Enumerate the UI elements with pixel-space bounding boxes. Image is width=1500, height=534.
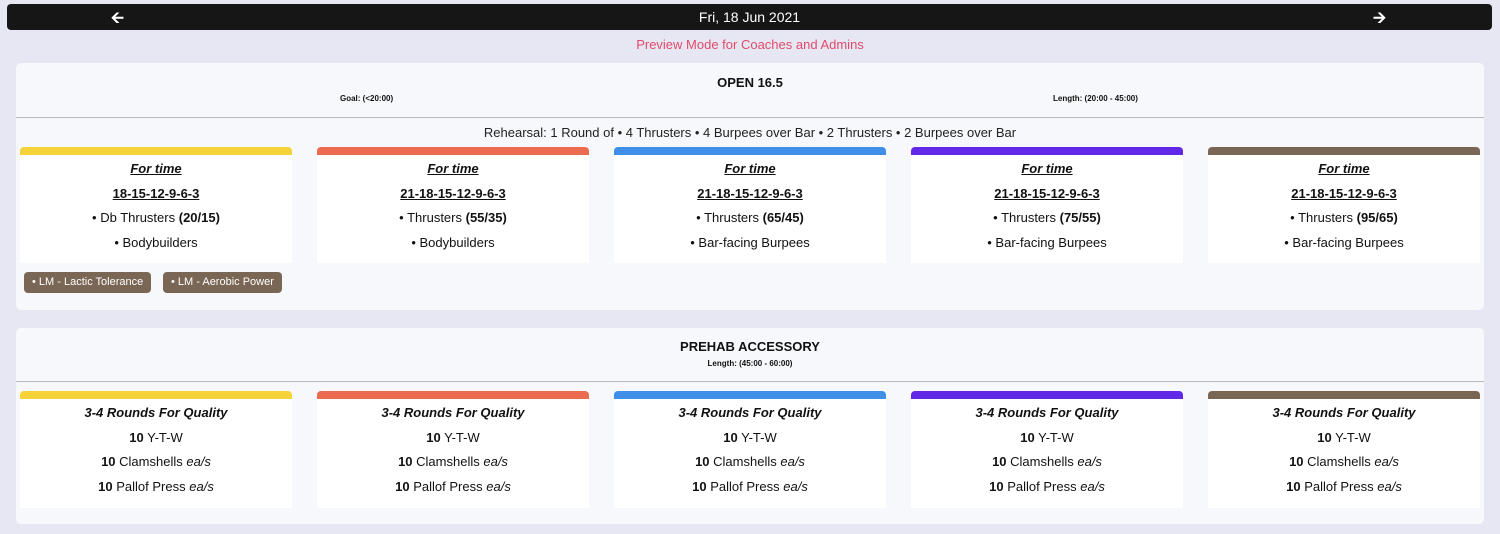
level-color-bar [614,147,886,155]
level-card-yellow: 3-4 Rounds For Quality 10 Y-T-W 10 Clams… [20,391,292,508]
level-color-bar [317,391,589,399]
workout-format: 3-4 Rounds For Quality [381,405,525,420]
workout-format: 3-4 Rounds For Quality [1272,405,1416,420]
rehearsal-text: Rehearsal: 1 Round of • 4 Thrusters • 4 … [483,125,1017,140]
arrow-left-icon[interactable]: 🡨 [111,10,124,27]
arrow-right-icon[interactable]: 🡪 [1373,10,1386,27]
date-navigation-bar: 🡨 Fri, 18 Jun 2021 🡪 [7,4,1492,30]
exercise-row: 10 Clamshells ea/s [101,454,211,469]
level-card-purple: 3-4 Rounds For Quality 10 Y-T-W 10 Clams… [911,391,1183,508]
workout-format: 3-4 Rounds For Quality [975,405,1119,420]
workout-format: 3-4 Rounds For Quality [84,405,228,420]
open-workout-section: OPEN 16.5 Goal: (<20:00) Length: (20:00 … [16,63,1484,310]
movement: • Bar-facing Burpees [987,234,1107,250]
workout-format: For time [724,161,776,176]
rep-scheme: 18-15-12-9-6-3 [112,185,200,201]
tag-lactic-tolerance[interactable]: • LM - Lactic Tolerance [24,272,152,293]
exercise-row: 10 Clamshells ea/s [1289,454,1399,469]
level-color-bar [1208,147,1480,155]
exercise-row: 10 Pallof Press ea/s [1286,478,1402,494]
workout-format: For time [1318,161,1370,176]
length-label: Length: (20:00 - 45:00) [1053,94,1138,103]
exercise-row: 10 Pallof Press ea/s [395,478,511,494]
movement: • Bodybuilders [411,234,495,250]
workout-format: For time [427,161,479,176]
level-card-purple: For time 21-18-15-12-9-6-3 • Thrusters (… [911,147,1183,263]
movement: • Thrusters (75/55) [993,210,1101,225]
level-card-blue: 3-4 Rounds For Quality 10 Y-T-W 10 Clams… [614,391,886,508]
workout-format: For time [130,161,182,176]
movement: • Thrusters (65/45) [696,210,804,225]
prehab-accessory-section: PREHAB ACCESSORY Length: (45:00 - 60:00)… [16,328,1484,524]
exercise-row: 10 Y-T-W [129,429,183,445]
exercise-row: 10 Pallof Press ea/s [692,478,808,494]
goal-label: Goal: (<20:00) [340,94,394,103]
level-card-red: For time 21-18-15-12-9-6-3 • Thrusters (… [317,147,589,263]
exercise-row: 10 Y-T-W [1317,429,1371,445]
level-color-bar [317,147,589,155]
level-card-blue: For time 21-18-15-12-9-6-3 • Thrusters (… [614,147,886,263]
rep-scheme: 21-18-15-12-9-6-3 [697,185,803,201]
workout-format: For time [1021,161,1073,176]
workout-format: 3-4 Rounds For Quality [678,405,822,420]
level-color-bar [614,391,886,399]
level-color-bar [20,391,292,399]
exercise-row: 10 Y-T-W [1020,429,1074,445]
movement: • Bodybuilders [114,234,198,250]
level-card-brown: 3-4 Rounds For Quality 10 Y-T-W 10 Clams… [1208,391,1480,508]
level-color-bar [911,147,1183,155]
length-label: Length: (45:00 - 60:00) [707,359,793,368]
movement: • Thrusters (95/65) [1290,210,1398,225]
level-color-bar [1208,391,1480,399]
section-title: OPEN 16.5 [717,75,783,90]
section-title: PREHAB ACCESSORY [680,339,820,354]
level-card-red: 3-4 Rounds For Quality 10 Y-T-W 10 Clams… [317,391,589,508]
exercise-row: 10 Y-T-W [426,429,480,445]
level-card-brown: For time 21-18-15-12-9-6-3 • Thrusters (… [1208,147,1480,263]
rep-scheme: 21-18-15-12-9-6-3 [994,185,1100,201]
exercise-row: 10 Clamshells ea/s [398,454,508,469]
divider [16,381,1484,382]
rep-scheme: 21-18-15-12-9-6-3 [1291,185,1397,201]
exercise-row: 10 Pallof Press ea/s [98,478,214,494]
preview-mode-notice: Preview Mode for Coaches and Admins [636,37,864,52]
current-date: Fri, 18 Jun 2021 [698,9,801,25]
exercise-row: 10 Pallof Press ea/s [989,478,1105,494]
movement: • Thrusters (55/35) [399,210,507,225]
divider [16,117,1484,118]
movement: • Db Thrusters (20/15) [92,210,220,225]
exercise-row: 10 Y-T-W [723,429,777,445]
level-color-bar [911,391,1183,399]
exercise-row: 10 Clamshells ea/s [992,454,1102,469]
rep-scheme: 21-18-15-12-9-6-3 [400,185,506,201]
movement: • Bar-facing Burpees [690,234,810,250]
level-card-yellow: For time 18-15-12-9-6-3 • Db Thrusters (… [20,147,292,263]
level-color-bar [20,147,292,155]
exercise-row: 10 Clamshells ea/s [695,454,805,469]
tag-aerobic-power[interactable]: • LM - Aerobic Power [163,272,282,293]
movement: • Bar-facing Burpees [1284,234,1404,250]
